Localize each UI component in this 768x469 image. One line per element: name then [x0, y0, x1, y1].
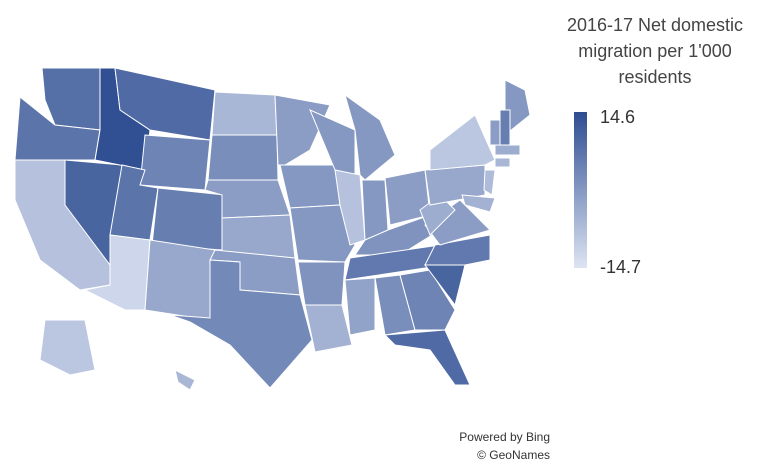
region: [114, 67, 216, 141]
region: [499, 109, 511, 146]
region: [489, 119, 501, 146]
region: [334, 169, 366, 246]
region: [304, 304, 353, 353]
region: [207, 134, 279, 181]
region: [483, 169, 496, 196]
region: [494, 157, 511, 168]
region: [41, 67, 106, 131]
region: [494, 144, 521, 156]
legend-max-label: 14.6: [600, 107, 635, 127]
region: [211, 91, 278, 136]
region: [297, 261, 346, 306]
region: [344, 277, 376, 336]
legend-min-label: -14.7: [600, 257, 641, 277]
region: [399, 269, 456, 331]
region: [39, 319, 96, 376]
region: [279, 164, 341, 209]
region: [461, 194, 496, 213]
region: [144, 239, 216, 321]
region: [289, 204, 356, 263]
legend-gradient: [574, 112, 587, 268]
attribution: Powered by Bing: [459, 430, 550, 444]
region: [429, 114, 496, 171]
attribution: © GeoNames: [477, 448, 550, 462]
region: [151, 187, 226, 251]
region: [139, 134, 211, 191]
map-title: 2016-17 Net domestic migration per 1'000…: [566, 15, 744, 87]
region: [383, 329, 471, 386]
region: [169, 259, 313, 389]
region: [174, 369, 196, 391]
region: [424, 234, 491, 266]
region: [361, 179, 389, 241]
